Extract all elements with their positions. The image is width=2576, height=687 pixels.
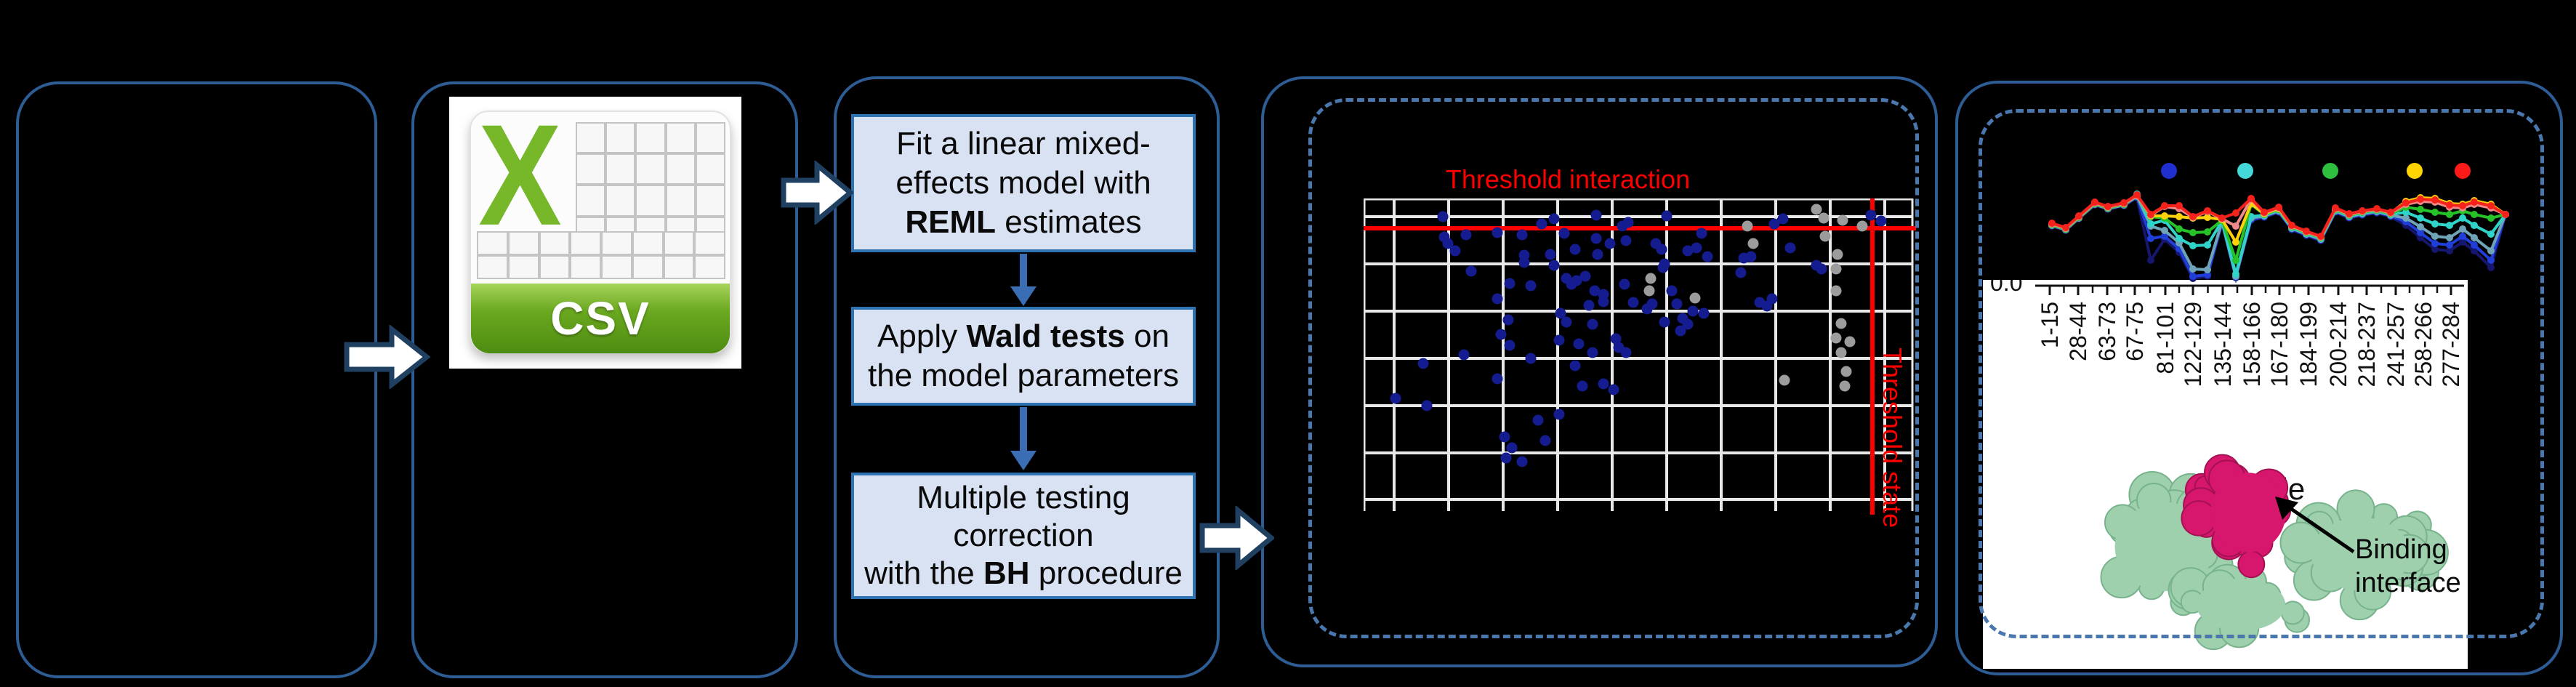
- csv-card: X CSV: [470, 95, 731, 353]
- down-arrow-2-icon: [1010, 407, 1037, 470]
- scatter-plot-svg: [1364, 198, 1916, 515]
- y-axis-zero-tick: 0.0: [1990, 280, 2023, 296]
- flow-arrow-3-icon: [1199, 506, 1274, 570]
- scatter-vertical-label: Threshold state: [1877, 347, 1907, 529]
- step-reml-text: Fit a linear mixed-effects model with RE…: [895, 126, 1151, 240]
- flow-arrow-1-icon: [344, 325, 431, 389]
- down-arrow-1-icon: [1010, 254, 1037, 306]
- interaction-panel-dashed: [1308, 98, 1919, 638]
- uptake-label-region: 0.0 1-15 28-44 63-73 67-75 81-101 122-129 135-…: [1983, 280, 2468, 669]
- csv-file-image: X CSV: [449, 95, 741, 369]
- state-panel: [1955, 81, 2563, 675]
- step-bh: Multiple testing correction with the BH p…: [851, 473, 1196, 599]
- interaction-panel: [1261, 76, 1938, 667]
- binding-interface-label: Binding interface: [2355, 534, 2461, 598]
- flow-arrow-2-icon: [781, 161, 853, 225]
- uptake-plot-svg: [2048, 163, 2509, 284]
- x-axis-svg: [2035, 284, 2464, 295]
- csv-label: CSV: [550, 292, 651, 345]
- csv-banner: CSV: [471, 284, 730, 353]
- step-bh-text: Multiple testing correction with the BH p…: [864, 480, 1183, 591]
- input-panel: [16, 81, 377, 678]
- step-wald-text: Apply Wald tests on the model parameters: [868, 318, 1179, 393]
- binding-annotation-arrow-icon: [2275, 497, 2355, 554]
- state-panel-dashed: [1979, 109, 2544, 638]
- step-reml: Fit a linear mixed-effects model with RE…: [851, 114, 1196, 252]
- scatter-title: Threshold interaction: [1445, 164, 1691, 194]
- csv-grid-bottom: [477, 231, 725, 279]
- model-panel: [834, 76, 1220, 678]
- csv-panel: [411, 81, 798, 678]
- step-wald: Apply Wald tests on the model parameters: [851, 307, 1196, 406]
- protein-structure-image: [2100, 454, 2449, 651]
- excel-x-icon: X: [478, 95, 562, 256]
